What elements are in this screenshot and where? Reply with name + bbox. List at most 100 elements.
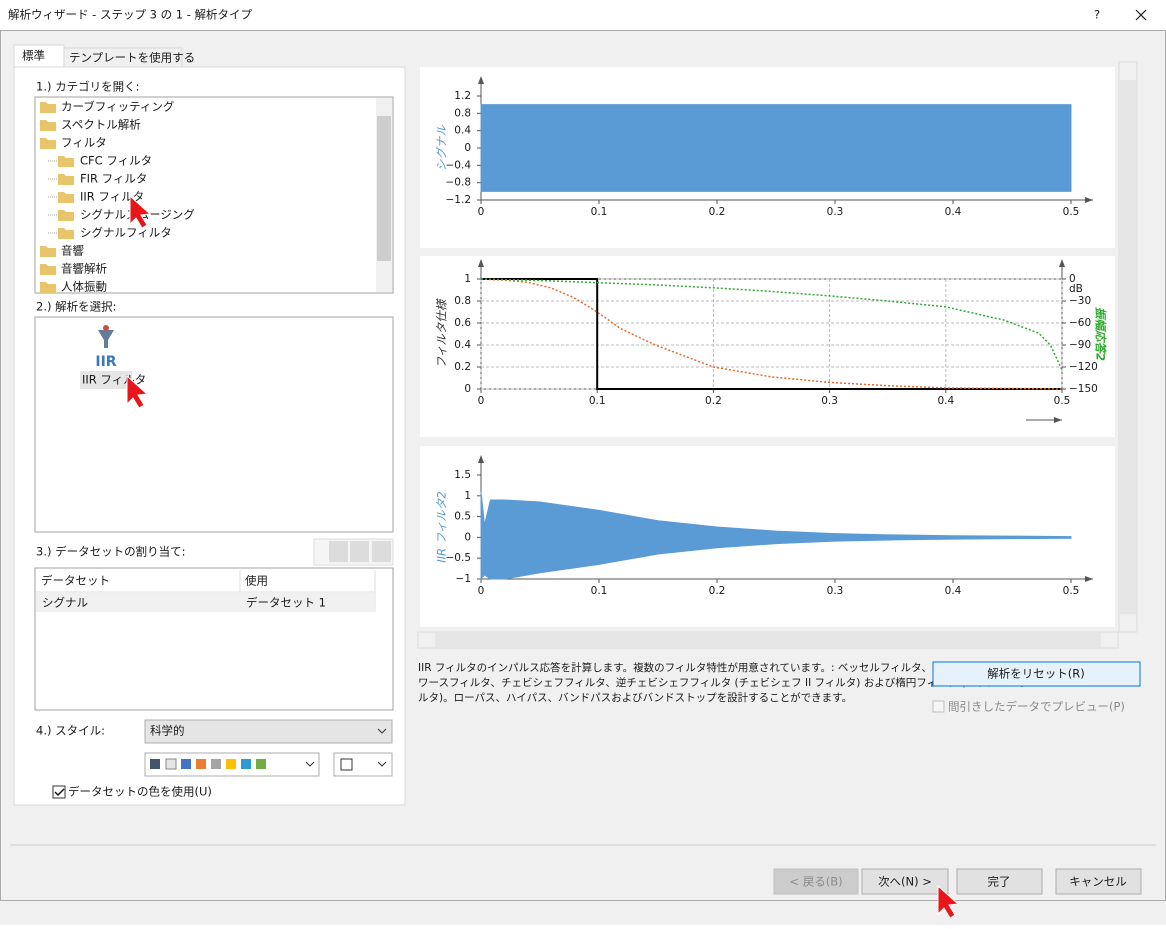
y-tick-label: −0.5 <box>446 552 472 564</box>
title-bar <box>0 0 1166 30</box>
tree-item[interactable]: 音響 <box>61 244 84 258</box>
description-line: ルタ)。ローパス、ハイパス、バンドパスおよびバンドストップを設計することができま… <box>418 691 852 704</box>
y2-unit: dB <box>1069 283 1083 295</box>
style-select[interactable] <box>144 719 393 744</box>
description: IIR フィルタのインパルス応答を計算します。複数のフィルタ特性が用意されていま… <box>418 661 1027 704</box>
tree-item[interactable]: 音響解析 <box>61 262 107 276</box>
next-button-label[interactable]: 次へ(N) > <box>878 875 932 889</box>
item-highlight[interactable] <box>80 371 132 389</box>
checkmark <box>54 788 65 797</box>
signal-area <box>480 536 1072 581</box>
x-tick-label: 0.1 <box>589 395 606 407</box>
tab-label[interactable]: 標準 <box>22 49 45 63</box>
y2-tick-label: 0 <box>1069 273 1076 285</box>
y-tick-label: 0.5 <box>454 511 471 523</box>
y-tick-label: −0.8 <box>446 177 472 189</box>
x-tick-label: 0.3 <box>827 206 844 218</box>
y-axis-label: フィルタ仕様 <box>435 298 449 368</box>
signal-area <box>480 147 1072 192</box>
y-tick-label: 0.4 <box>454 125 471 137</box>
finish-button-label[interactable]: 完了 <box>988 875 1011 889</box>
description-line: ワースフィルタ、チェビシェフフィルタ、逆チェビシェフフィルタ (チェビシェフ I… <box>418 676 1027 689</box>
x-tick-label: 0.4 <box>945 585 962 597</box>
style-value[interactable]: 科学的 <box>150 724 185 738</box>
axis-arrow <box>478 76 484 84</box>
reset-button[interactable] <box>932 661 1141 687</box>
folder-icon <box>58 228 74 239</box>
refresh-button[interactable] <box>372 541 391 562</box>
v-scroll-thumb[interactable] <box>1120 80 1136 614</box>
description-line: IIR フィルタのインパルス応答を計算します。複数のフィルタ特性が用意されていま… <box>418 661 963 674</box>
h-scroll-thumb[interactable] <box>435 633 1101 647</box>
tree-item[interactable]: 人体振動 <box>61 280 107 294</box>
y-tick-label: 0 <box>464 531 471 543</box>
y-tick-label: 1.5 <box>454 469 471 481</box>
tree-item[interactable]: カーブフィッティング <box>61 100 175 114</box>
cancel-button[interactable] <box>1055 868 1142 895</box>
folder-icon <box>58 192 74 203</box>
y-tick-label: 0.2 <box>454 361 471 373</box>
y-tick-label: 0 <box>464 383 471 395</box>
tree-item[interactable]: フィルタ <box>61 136 107 150</box>
table-header: データセット <box>41 574 110 588</box>
folder-icon <box>58 156 74 167</box>
axis-arrow <box>1085 576 1093 582</box>
y2-tick-label: −120 <box>1069 361 1098 373</box>
row-highlight[interactable] <box>36 593 375 612</box>
reset-button-label[interactable]: 解析をリセット(R) <box>987 667 1084 681</box>
tree-item[interactable]: シグナルフィルタ <box>80 226 172 240</box>
axis-arrow <box>1085 197 1093 203</box>
x-tick-label: 0.3 <box>821 395 838 407</box>
preview-checkbox[interactable] <box>932 700 945 713</box>
y-tick-label: 1 <box>464 490 471 502</box>
help-button[interactable]: ? <box>1094 8 1100 22</box>
back-button[interactable] <box>773 868 859 895</box>
iir-icon <box>98 325 114 348</box>
x-tick-label: 0.5 <box>1054 395 1071 407</box>
tree-item[interactable]: FIR フィルタ <box>80 172 147 186</box>
icon-text: IIR <box>95 354 116 370</box>
signal-area <box>480 104 1072 149</box>
finish-button[interactable] <box>956 868 1043 895</box>
folder-icon <box>40 282 56 293</box>
tree-item[interactable]: IIR フィルタ <box>80 190 144 204</box>
table-cell[interactable]: シグナル <box>42 596 88 610</box>
y-tick-label: 0.8 <box>454 107 471 119</box>
x-tick-label: 0.2 <box>705 395 722 407</box>
y-tick-label: −0.4 <box>446 159 472 171</box>
table-cell[interactable]: データセット 1 <box>246 596 326 610</box>
y-tick-label: 0.4 <box>454 339 471 351</box>
x-tick-label: 0 <box>478 395 485 407</box>
x-tick-label: 0.4 <box>945 206 962 218</box>
checkbox[interactable] <box>52 785 66 799</box>
x-tick-label: 0.1 <box>591 206 608 218</box>
y-tick-label: 0.6 <box>454 317 471 329</box>
symbol-swatch <box>340 758 353 771</box>
checkbox-label[interactable]: データセットの色を使用(U) <box>68 785 212 799</box>
y-axis-label: IIR フィルタ2 <box>435 491 449 563</box>
tree-item[interactable]: スペクトル解析 <box>61 118 141 132</box>
dataset-table <box>34 567 394 711</box>
back-button-label[interactable]: < 戻る(B) <box>789 875 842 889</box>
y2-tick-label: −90 <box>1069 339 1091 351</box>
cancel-button-label[interactable]: キャンセル <box>1069 875 1127 889</box>
x-tick-label: 0 <box>478 206 485 218</box>
tab-label[interactable]: テンプレートを使用する <box>69 51 195 65</box>
x-tick-label: 0.5 <box>1063 585 1080 597</box>
close-button[interactable] <box>1135 9 1147 21</box>
tree-scroll-thumb[interactable] <box>377 116 391 261</box>
move-down-button[interactable] <box>350 541 369 562</box>
move-up-button[interactable] <box>329 541 348 562</box>
y2-tick-label: −150 <box>1069 383 1098 395</box>
preview-label[interactable]: 間引きしたデータでプレビュー(P) <box>948 700 1125 714</box>
x-tick-label: 0.3 <box>827 585 844 597</box>
next-button[interactable] <box>861 868 949 895</box>
y-tick-label: −1 <box>456 573 471 585</box>
folder-icon <box>40 246 56 257</box>
tree-item[interactable]: CFC フィルタ <box>80 154 152 168</box>
folder-icon <box>40 264 56 275</box>
x-tick-label: 0.4 <box>937 395 954 407</box>
